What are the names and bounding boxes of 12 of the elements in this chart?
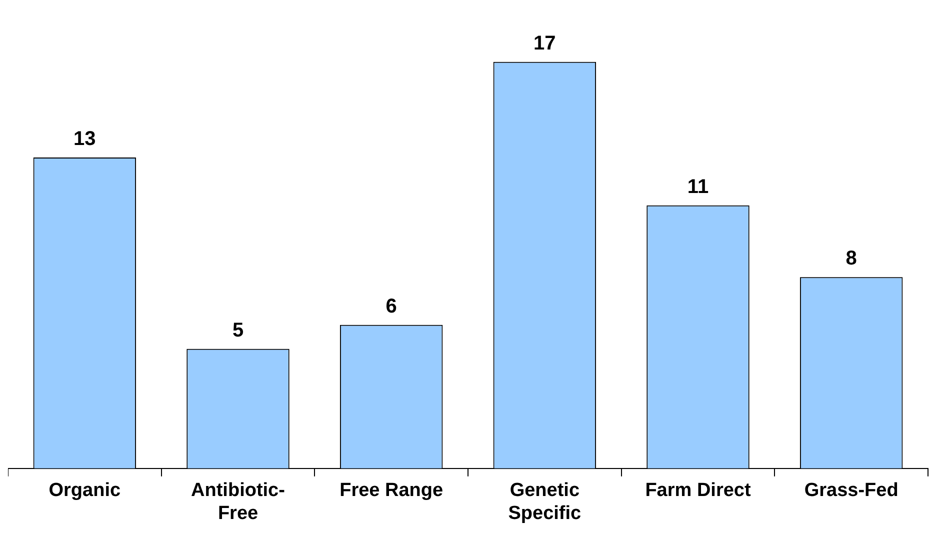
x-tick-label: Antibiotic-Free xyxy=(191,480,285,524)
x-tick-label: Free Range xyxy=(340,480,444,502)
data-label: 17 xyxy=(534,32,556,54)
data-label: 8 xyxy=(846,248,857,270)
data-label: 13 xyxy=(74,128,96,150)
data-label: 5 xyxy=(232,319,244,342)
x-tick-label: Farm Direct xyxy=(645,480,752,502)
data-label: 6 xyxy=(386,295,397,318)
data-label: 11 xyxy=(687,176,709,198)
x-tick-label: Grass-Fed xyxy=(804,480,898,502)
x-tick-label: Organic xyxy=(48,480,121,502)
x-tick-label: Genetic Specific xyxy=(508,480,582,524)
